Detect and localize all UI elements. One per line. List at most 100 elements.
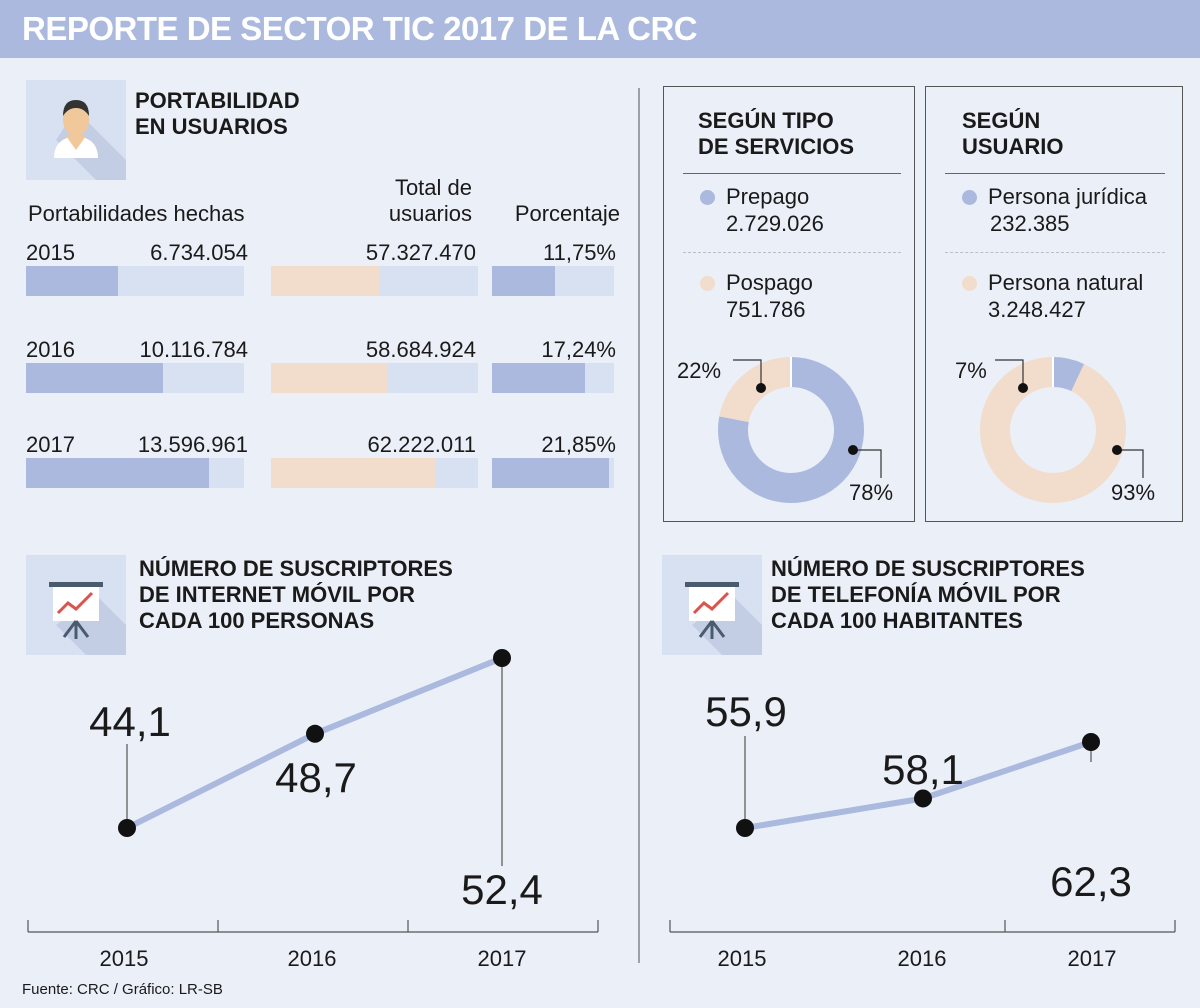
col-percent-label: Porcentaje bbox=[514, 201, 620, 226]
user-panel bbox=[925, 86, 1183, 522]
donut-slice-pospago bbox=[719, 357, 792, 423]
user-heading-rule bbox=[945, 173, 1165, 174]
telephony-heading: NÚMERO DE SUSCRIPTORES DE TELEFONÍA MÓVI… bbox=[771, 556, 1085, 633]
row-year: 2016 bbox=[26, 337, 75, 362]
section-divider bbox=[638, 88, 640, 963]
x-tick-label: 2015 bbox=[718, 946, 767, 971]
leader-line bbox=[1117, 449, 1144, 478]
row-ported-value: 6.734.054 bbox=[150, 240, 248, 265]
pct-label-pospago: 22% bbox=[677, 358, 721, 383]
pospago-value: 751.786 bbox=[726, 297, 806, 322]
service-dash bbox=[683, 252, 901, 253]
bar-fill bbox=[26, 363, 164, 393]
leader-line bbox=[733, 359, 762, 388]
presentation-chart-icon bbox=[26, 555, 126, 655]
row-total-value: 57.327.470 bbox=[365, 240, 476, 265]
bar-fill bbox=[492, 266, 556, 296]
row-total-value: 58.684.924 bbox=[365, 337, 476, 362]
user-donut-chart: 7% 93% bbox=[955, 357, 1155, 505]
natural-value: 3.248.427 bbox=[988, 297, 1086, 322]
header-banner bbox=[0, 0, 1200, 58]
row-year: 2015 bbox=[26, 240, 75, 265]
row-ported-bar bbox=[26, 458, 244, 488]
x-tick-label: 2016 bbox=[898, 946, 947, 971]
x-tick-label: 2015 bbox=[100, 946, 149, 971]
donut-slice-prepago bbox=[718, 357, 864, 503]
row-total-bar bbox=[271, 458, 478, 488]
x-tick-label: 2017 bbox=[1068, 946, 1117, 971]
service-panel bbox=[663, 86, 915, 522]
col-total-label: Total de usuarios bbox=[388, 175, 472, 226]
juridica-value: 232.385 bbox=[990, 211, 1070, 236]
x-tick-label: 2017 bbox=[478, 946, 527, 971]
bar-fill bbox=[271, 363, 387, 393]
source-footer: Fuente: CRC / Gráfico: LR-SB bbox=[22, 981, 223, 998]
pct-label-natural: 93% bbox=[1111, 480, 1155, 505]
row-total-value: 62.222.011 bbox=[367, 432, 476, 457]
internet-heading: NÚMERO DE SUSCRIPTORES DE INTERNET MÓVIL… bbox=[139, 556, 453, 633]
row-ported-value: 10.116.784 bbox=[139, 337, 248, 362]
label-dot bbox=[848, 445, 858, 455]
pct-label-prepago: 78% bbox=[849, 480, 893, 505]
juridica-label: Persona jurídica bbox=[988, 184, 1147, 209]
series-line bbox=[125, 655, 504, 831]
data-point bbox=[736, 819, 754, 837]
row-total-bar bbox=[271, 363, 478, 393]
leader-line bbox=[853, 449, 882, 478]
service-donut-chart: 22% 78% bbox=[677, 357, 893, 505]
row-percent-value: 11,75% bbox=[543, 240, 616, 265]
bar-fill bbox=[492, 363, 585, 393]
prepago-value: 2.729.026 bbox=[726, 211, 824, 236]
data-point bbox=[914, 789, 932, 808]
user-dash bbox=[945, 252, 1165, 253]
data-label: 58,1 bbox=[882, 746, 964, 793]
x-tick-label: 2016 bbox=[288, 946, 337, 971]
donut-slice-persona-juridica bbox=[1052, 357, 1085, 392]
row-ported-bar bbox=[26, 266, 244, 296]
data-point bbox=[1082, 733, 1100, 751]
data-point bbox=[306, 724, 324, 743]
data-label: 52,4 bbox=[461, 866, 543, 913]
row-percent-bar bbox=[492, 266, 614, 296]
data-point bbox=[493, 649, 511, 667]
row-total-bar bbox=[271, 266, 478, 296]
bar-fill bbox=[26, 458, 210, 488]
label-dot bbox=[1112, 445, 1122, 455]
prepago-label: Prepago bbox=[726, 184, 810, 209]
bar-fill bbox=[26, 266, 118, 296]
row-ported-bar bbox=[26, 363, 244, 393]
row-percent-value: 17,24% bbox=[541, 337, 616, 362]
data-label: 62,3 bbox=[1050, 858, 1132, 905]
service-heading-rule bbox=[683, 173, 901, 174]
internet-line-chart: 44,1 2015 48,7 2016 52,4 2017 bbox=[27, 649, 599, 971]
row-percent-value: 21,85% bbox=[541, 432, 616, 457]
pospago-legend-dot bbox=[700, 276, 715, 291]
natural-legend-dot bbox=[962, 276, 977, 291]
prepago-legend-dot bbox=[700, 190, 715, 205]
pospago-label: Pospago bbox=[726, 270, 813, 295]
data-label: 44,1 bbox=[89, 698, 171, 745]
row-percent-bar bbox=[492, 363, 614, 393]
bar-fill bbox=[492, 458, 610, 488]
page-title: REPORTE DE SECTOR TIC 2017 DE LA CRC bbox=[22, 10, 698, 47]
label-dot bbox=[756, 383, 766, 393]
bar-fill bbox=[271, 458, 435, 488]
leader-line bbox=[995, 359, 1024, 388]
data-point bbox=[118, 819, 136, 837]
bar-fill bbox=[271, 266, 379, 296]
juridica-legend-dot bbox=[962, 190, 977, 205]
data-label: 55,9 bbox=[705, 688, 787, 735]
service-heading: SEGÚN TIPO DE SERVICIOS bbox=[698, 108, 855, 159]
row-ported-value: 13.596.961 bbox=[137, 432, 248, 457]
portability-heading: PORTABILIDAD EN USUARIOS bbox=[135, 88, 300, 139]
col-ported-label: Portabilidades hechas bbox=[28, 201, 245, 226]
telephony-line-chart: 55,9 2015 58,1 2016 62,3 2017 bbox=[669, 688, 1176, 971]
pct-label-juridica: 7% bbox=[955, 358, 987, 383]
row-percent-bar bbox=[492, 458, 614, 488]
natural-label: Persona natural bbox=[988, 270, 1144, 295]
data-label: 48,7 bbox=[275, 754, 357, 801]
user-icon bbox=[26, 80, 126, 180]
presentation-chart-icon bbox=[662, 555, 762, 655]
row-year: 2017 bbox=[26, 432, 75, 457]
donut-slice-persona-natural bbox=[980, 357, 1126, 503]
